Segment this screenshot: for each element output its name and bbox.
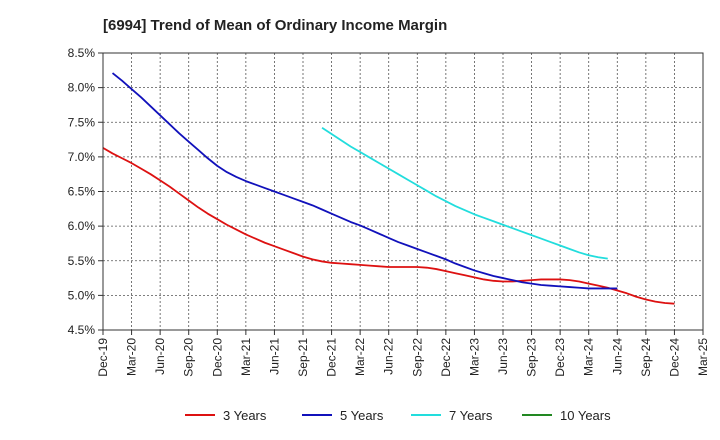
- x-tick-label: Dec-21: [325, 338, 339, 377]
- y-axis-ticks: 4.5% 5.0% 5.5% 6.0% 6.5% 7.0% 7.5% 8.0% 8.5%: [68, 46, 103, 337]
- legend-label: 5 Years: [340, 408, 384, 423]
- x-tick-label: Jun-21: [267, 338, 281, 375]
- x-tick-label: Mar-25: [696, 338, 710, 376]
- x-tick-label: Dec-24: [667, 338, 681, 377]
- y-tick-label: 4.5%: [68, 323, 96, 337]
- legend-label: 10 Years: [560, 408, 611, 423]
- x-tick-label: Jun-24: [610, 338, 624, 375]
- y-tick-label: 8.0%: [68, 81, 96, 95]
- series-line-7-years: [321, 127, 608, 260]
- y-tick-label: 7.5%: [68, 115, 96, 129]
- x-tick-label: Sep-21: [296, 338, 310, 377]
- series-line-3-years: [102, 147, 675, 305]
- x-tick-label: Dec-19: [96, 338, 110, 377]
- x-tick-label: Sep-20: [182, 338, 196, 377]
- y-tick-label: 5.5%: [68, 254, 96, 268]
- x-tick-label: Mar-22: [353, 338, 367, 376]
- y-tick-label: 5.0%: [68, 288, 96, 302]
- chart-title: [6994] Trend of Mean of Ordinary Income …: [103, 17, 447, 34]
- x-tick-label: Jun-23: [496, 338, 510, 375]
- x-tick-label: Mar-21: [239, 338, 253, 376]
- x-tick-label: Mar-20: [125, 338, 139, 376]
- x-tick-label: Sep-23: [525, 338, 539, 377]
- x-tick-label: Dec-20: [210, 338, 224, 377]
- x-tick-label: Dec-22: [439, 338, 453, 377]
- y-tick-label: 6.5%: [68, 185, 96, 199]
- y-tick-label: 8.5%: [68, 46, 96, 60]
- x-tick-label: Dec-23: [553, 338, 567, 377]
- legend: 3 Years 5 Years 7 Years 10 Years: [185, 408, 611, 423]
- x-tick-label: Sep-22: [410, 338, 424, 377]
- x-tick-label: Sep-24: [639, 338, 653, 377]
- y-tick-label: 6.0%: [68, 219, 96, 233]
- x-tick-label: Jun-22: [382, 338, 396, 375]
- legend-label: 7 Years: [449, 408, 493, 423]
- x-tick-label: Mar-23: [467, 338, 481, 376]
- plot-frame: [102, 52, 704, 331]
- legend-label: 3 Years: [223, 408, 267, 423]
- series-line-5-years: [111, 72, 618, 290]
- x-tick-label: Mar-24: [582, 338, 596, 376]
- series-lines: [102, 72, 675, 305]
- y-tick-label: 7.0%: [68, 150, 96, 164]
- x-axis-ticks: Dec-19 Mar-20 Jun-20 Sep-20 Dec-20 Mar-21 Jun-…: [96, 330, 710, 377]
- x-tick-label: Jun-20: [153, 338, 167, 375]
